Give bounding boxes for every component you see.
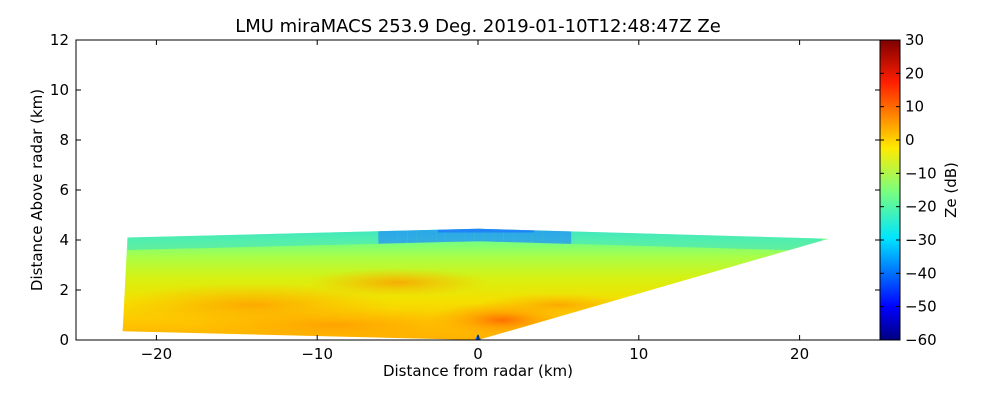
echo-top-segment: [744, 233, 755, 250]
x-tick-label: −20: [141, 345, 173, 363]
echo-top-segment: [166, 233, 176, 250]
echo-top-segment: [223, 231, 234, 248]
echo-top-segment: [194, 233, 205, 249]
echo-top-segment: [532, 228, 543, 244]
echo-top-segment: [127, 234, 138, 250]
warm-band-mid: [307, 268, 488, 297]
echo-top-segment: [156, 234, 167, 250]
echo-top-segment: [252, 232, 263, 247]
x-axis-ticks: −20 −10 0 10 20: [141, 40, 809, 363]
colorbar-tick-label: −60: [905, 331, 937, 349]
echo-top-segment: [243, 231, 253, 248]
x-tick-label: 10: [629, 345, 648, 363]
x-tick-label: −10: [301, 345, 333, 363]
echo-top-segment: [301, 229, 311, 246]
chart-title: LMU miraMACS 253.9 Deg. 2019-01-10T12:48…: [235, 16, 721, 37]
y-tick-label: 12: [50, 31, 69, 49]
x-tick-label: 0: [473, 345, 483, 363]
echo-top-segment: [677, 232, 688, 248]
x-tick-label: 20: [790, 345, 809, 363]
echo-top-segment: [706, 232, 716, 249]
x-axis-label: Distance from radar (km): [383, 362, 573, 380]
y-tick-label: 10: [50, 81, 69, 99]
echo-top-segment: [214, 233, 224, 248]
echo-top-segment: [629, 230, 639, 246]
colorbar-tick-label: −50: [905, 298, 937, 316]
colorbar: [879, 39, 901, 341]
y-axis-label: Distance Above radar (km): [28, 89, 46, 291]
echo-top-segment: [426, 228, 437, 243]
echo-top-segment: [715, 233, 726, 249]
y-tick-label: 2: [59, 281, 69, 299]
colorbar-tick-label: 10: [905, 98, 924, 116]
echo-top-segment: [735, 234, 745, 249]
colorbar-tick-label: 0: [905, 131, 915, 149]
echo-top-segment: [397, 228, 408, 244]
echo-top-segment: [310, 230, 321, 246]
colorbar-tick-label: −40: [905, 264, 937, 282]
echo-top-segment: [272, 231, 282, 247]
echo-top-segment: [773, 235, 784, 250]
echo-top-cold: [437, 228, 535, 233]
echo-top-segment: [416, 228, 427, 243]
colorbar-ticks: −60 −50 −40 −30 −20 −10 0 10 20 30: [880, 31, 937, 349]
echo-top-segment: [137, 235, 147, 250]
colorbar-tick-label: −10: [905, 164, 937, 182]
echo-top-segment: [571, 228, 581, 245]
echo-top-segment: [600, 230, 610, 246]
echo-top-segment: [330, 230, 340, 245]
colorbar-tick-label: −30: [905, 231, 937, 249]
echo-top-segment: [359, 228, 369, 245]
echo-top-segment: [387, 228, 398, 244]
y-tick-label: 6: [59, 181, 69, 199]
colorbar-tick-label: −20: [905, 198, 937, 216]
y-axis-ticks: 0 2 4 6 8 10 12: [50, 31, 880, 349]
y-tick-label: 8: [59, 131, 69, 149]
echo-top-segment: [764, 234, 774, 250]
echo-top-segment: [465, 228, 475, 242]
echo-top-segment: [185, 232, 195, 249]
echo-top-segment: [561, 229, 572, 244]
echo-top-segment: [658, 232, 668, 247]
echo-top-segment: [542, 228, 552, 244]
echo-top-segment: [687, 231, 697, 248]
y-tick-label: 4: [59, 231, 69, 249]
y-tick-label: 0: [59, 331, 69, 349]
echo-top-segment: [368, 229, 379, 244]
echo-top-segment: [281, 230, 292, 247]
warm-band-lower: [183, 307, 484, 340]
echo-top-segment: [590, 229, 601, 245]
colorbar-label: Ze (dB): [942, 162, 960, 218]
echo-top-segment: [648, 230, 659, 247]
colorbar-tick-label: 30: [905, 31, 924, 49]
echo-top-segment: [339, 228, 350, 245]
echo-top-segment: [619, 231, 630, 246]
colorbar-tick-label: 20: [905, 64, 924, 82]
